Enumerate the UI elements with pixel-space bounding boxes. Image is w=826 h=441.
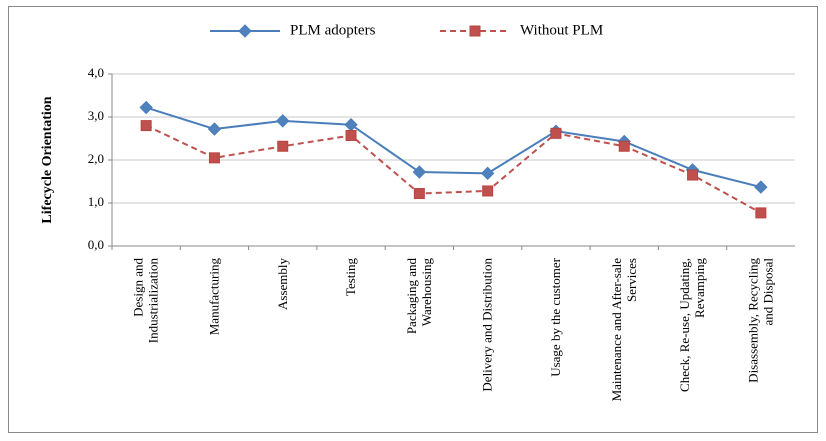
marker <box>140 120 152 132</box>
marker <box>754 180 768 194</box>
x-tick-label: Check, Re-use, Updating,Revamping <box>677 258 707 392</box>
y-tick-label: 3,0 <box>88 108 104 123</box>
series-line <box>145 106 762 189</box>
y-tick-label: 1,0 <box>88 194 104 209</box>
x-tick-label: Assembly <box>275 258 290 311</box>
series-line <box>145 124 762 214</box>
marker <box>207 122 222 136</box>
marker <box>208 152 220 164</box>
chart-border <box>8 6 818 433</box>
y-axis-label: Lifecycle Orientation <box>40 96 55 223</box>
legend-label: Without PLM <box>520 22 603 38</box>
marker <box>482 185 494 197</box>
marker <box>277 140 289 152</box>
marker <box>238 24 252 38</box>
marker <box>345 129 357 141</box>
x-tick-label: Maintenance and After-saleServices <box>609 258 639 402</box>
marker <box>276 114 290 128</box>
x-tick-label: Delivery and Distribution <box>480 258 495 392</box>
marker <box>469 25 481 37</box>
y-tick-label: 0,0 <box>88 237 104 252</box>
marker <box>755 207 767 219</box>
marker <box>687 169 699 181</box>
y-tick-label: 4,0 <box>88 65 104 80</box>
y-tick-label: 2,0 <box>88 151 104 166</box>
marker <box>480 166 495 181</box>
marker <box>550 127 562 139</box>
x-tick-label: Design andIndustrialization <box>131 258 161 344</box>
marker <box>413 188 425 200</box>
legend-label: PLM adopters <box>290 22 376 38</box>
marker <box>412 165 427 179</box>
x-tick-label: Testing <box>343 258 358 297</box>
x-tick-label: Manufacturing <box>206 258 221 336</box>
marker <box>139 100 153 115</box>
x-tick-label: Packaging andWarehousing <box>404 258 434 335</box>
x-tick-label: Disassembly, Recyclingand Disposal <box>745 258 775 383</box>
marker <box>618 140 630 152</box>
x-tick-label: Usage by the customer <box>548 257 563 376</box>
